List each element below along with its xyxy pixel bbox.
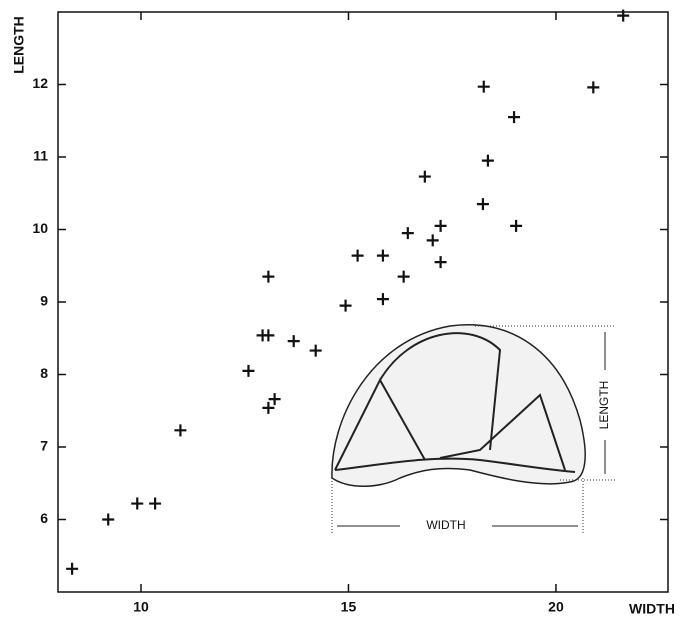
y-tick-label: 11 (33, 148, 48, 164)
point (287, 335, 300, 348)
y-tick-label: 6 (40, 510, 48, 526)
point (149, 497, 162, 510)
point (262, 401, 275, 414)
point (587, 81, 600, 94)
point (66, 562, 79, 575)
point (268, 393, 281, 406)
point (481, 154, 494, 167)
y-axis-label: LENGTH (11, 16, 27, 74)
x-tick-label: 20 (548, 599, 564, 615)
point (426, 234, 439, 247)
y-tick-label: 8 (40, 365, 48, 381)
annotation: LENGTH (597, 381, 611, 430)
point (351, 249, 364, 262)
point (376, 249, 389, 262)
x-tick-label: 10 (133, 599, 149, 615)
y-tick-label: 7 (40, 438, 48, 454)
plot-frame (57, 11, 669, 593)
point (262, 270, 275, 283)
point (242, 364, 255, 377)
point (339, 299, 352, 312)
point (376, 293, 389, 306)
point (510, 219, 523, 232)
point (418, 170, 431, 183)
point (262, 329, 275, 342)
point (174, 424, 187, 437)
point (476, 198, 489, 211)
point (617, 9, 630, 22)
point (397, 270, 410, 283)
x-axis-label: WIDTH (629, 601, 675, 617)
point (508, 111, 521, 124)
annotation: WIDTH (426, 518, 465, 532)
x-tick-label: 15 (341, 599, 357, 615)
y-tick-label: 9 (40, 293, 48, 309)
point (102, 513, 115, 526)
point (477, 80, 490, 93)
inset-illustration (331, 324, 615, 535)
y-tick-label: 12 (32, 75, 48, 91)
point (401, 227, 414, 240)
point (309, 344, 322, 357)
point (131, 497, 144, 510)
point (434, 256, 447, 269)
point (434, 219, 447, 232)
y-tick-label: 10 (32, 220, 48, 236)
